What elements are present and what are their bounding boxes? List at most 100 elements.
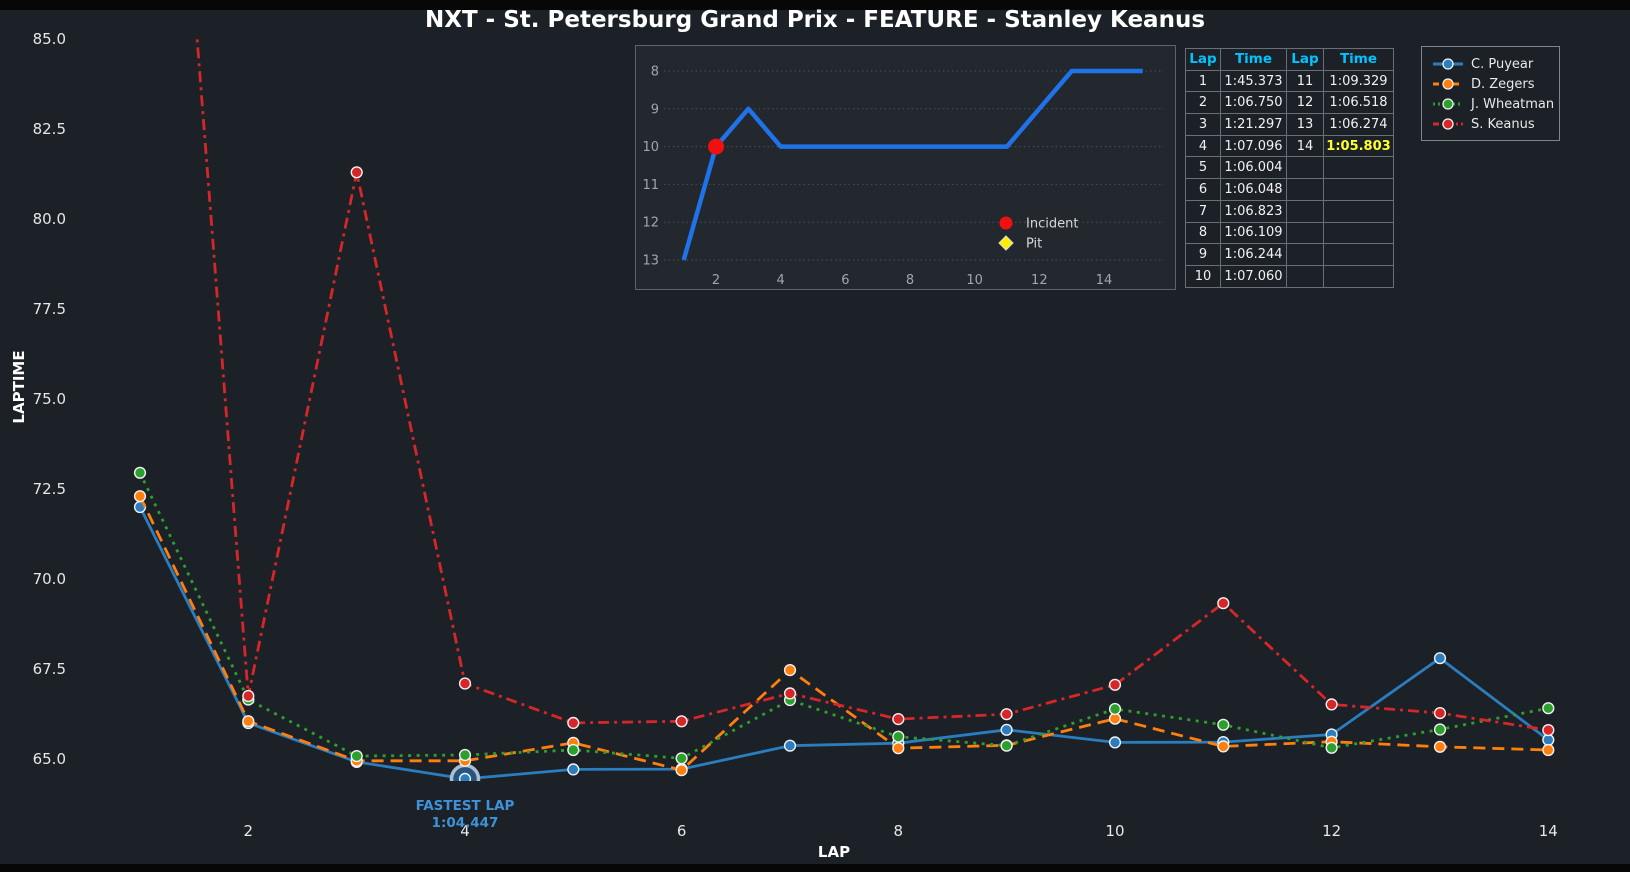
lap-number-cell: 12 — [1286, 91, 1324, 115]
data-point — [1000, 723, 1013, 736]
lap-time-cell: 1:06.750 — [1220, 91, 1287, 115]
y-tick-label: 72.5 — [32, 480, 66, 498]
inset-legend-label: Incident — [1026, 217, 1078, 232]
lap-number-cell: 2 — [1185, 91, 1221, 115]
data-point — [1433, 723, 1447, 736]
table-row: 9 1:06.244 — [1185, 243, 1394, 266]
inset-y-tick-label: 12 — [642, 216, 659, 231]
data-point — [1542, 723, 1555, 737]
legend-label: D. Zegers — [1471, 76, 1535, 92]
y-tick-label: 70.0 — [32, 570, 66, 588]
inset-x-tick-label: 2 — [712, 273, 720, 288]
lap-time-cell: 1:21.297 — [1220, 113, 1287, 136]
data-point — [675, 752, 688, 765]
lap-number-cell — [1286, 156, 1324, 180]
inset-y-tick-label: 8 — [651, 65, 659, 80]
inset-x-tick-label: 12 — [1031, 273, 1048, 288]
y-tick-label: 75.0 — [32, 390, 66, 408]
y-tick-label: 65.0 — [32, 750, 66, 768]
lap-time-cell: 1:07.060 — [1220, 264, 1287, 288]
y-tick-label: 77.5 — [32, 300, 66, 318]
lap-time-cell: 1:06.048 — [1220, 178, 1287, 201]
data-point — [1108, 678, 1122, 691]
lap-number-cell: 7 — [1185, 199, 1221, 223]
lap-time-cell: 1:06.518 — [1323, 91, 1394, 115]
table-row: 8 1:06.109 — [1185, 221, 1394, 245]
x-tick-label: 6 — [676, 822, 687, 840]
y-tick-label: 80.0 — [32, 210, 66, 228]
lap-time-cell: 1:06.109 — [1220, 221, 1287, 245]
lap-time-cell: 1:05.803 — [1323, 134, 1394, 158]
data-point — [1325, 698, 1338, 711]
lap-number-cell: 13 — [1286, 113, 1324, 136]
data-point — [350, 749, 363, 763]
table-row: 5 1:06.004 — [1185, 156, 1394, 180]
lap-number-cell: 14 — [1286, 134, 1324, 158]
legend-item-d-zegers: D. Zegers — [1432, 74, 1559, 94]
x-tick-label: 8 — [893, 822, 904, 840]
data-point — [458, 772, 472, 781]
lap-time-cell: 1:06.274 — [1323, 113, 1394, 136]
data-point — [675, 715, 688, 728]
data-point — [458, 748, 472, 762]
legend-label: C. Puyear — [1471, 56, 1534, 72]
lap-time-table: Lap Time Lap Time 1 1:45.373 11 1:09.329 2 1:06.… — [1185, 48, 1394, 288]
table-row: 6 1:06.048 — [1185, 178, 1394, 201]
table-row: 4 1:07.096 14 1:05.803 — [1185, 134, 1394, 158]
inset-y-tick-label: 11 — [642, 178, 659, 193]
lap-time-cell — [1323, 243, 1394, 266]
legend-item-j-wheatman: J. Wheatman — [1432, 94, 1559, 114]
lap-number-cell: 8 — [1185, 221, 1221, 245]
driver-legend: C. Puyear D. Zegers J. Wheatman S. Keanus — [1421, 46, 1560, 141]
table-row: 10 1:07.060 — [1185, 264, 1394, 288]
data-point — [1000, 708, 1013, 721]
plot-area — [133, 36, 1555, 781]
data-point — [783, 739, 797, 752]
series-line-j-wheatman — [138, 472, 1549, 760]
x-tick-label: 2 — [243, 822, 254, 840]
lap-number-cell: 6 — [1185, 178, 1221, 201]
x-tick-label: 4 — [460, 822, 470, 840]
bottom-black-bar — [0, 864, 1630, 872]
lap-time-cell: 1:07.096 — [1220, 134, 1287, 158]
inset-x-tick-label: 6 — [841, 273, 849, 288]
data-point — [1325, 741, 1338, 754]
table-header-cell: Lap — [1286, 48, 1324, 71]
legend-label: J. Wheatman — [1471, 96, 1555, 112]
legend-item-c-puyear: C. Puyear — [1432, 54, 1559, 74]
lap-time-cell: 1:09.329 — [1323, 69, 1394, 93]
data-point — [567, 763, 580, 776]
pit-legend-icon — [998, 235, 1014, 251]
lap-number-cell: 3 — [1185, 113, 1221, 136]
data-point — [783, 687, 797, 700]
position-line — [681, 68, 1143, 261]
table-row: 7 1:06.823 — [1185, 199, 1394, 223]
lap-number-cell — [1286, 221, 1324, 245]
data-point — [1217, 718, 1230, 731]
lap-number-cell: 4 — [1185, 134, 1221, 158]
lap-time-cell: 1:06.823 — [1220, 199, 1287, 223]
inset-x-tick-label: 8 — [906, 273, 914, 288]
lap-number-cell — [1286, 178, 1324, 201]
table-header-cell: Time — [1220, 48, 1287, 71]
table-header-cell: Time — [1323, 48, 1394, 71]
lap-number-cell: 10 — [1185, 264, 1221, 288]
data-point — [242, 689, 255, 703]
lap-number-cell — [1286, 199, 1324, 223]
inset-y-tick-label: 13 — [642, 254, 659, 269]
lap-table-body: 1 1:45.373 11 1:09.329 2 1:06.750 12 1:06.518 3 1… — [1185, 69, 1394, 288]
legend-label: S. Keanus — [1471, 116, 1535, 132]
data-point — [1433, 706, 1447, 720]
lap-time-cell — [1323, 199, 1394, 223]
y-axis-label: LAPTIME — [10, 350, 28, 424]
data-point — [1217, 740, 1230, 753]
data-point — [242, 715, 255, 728]
data-point — [350, 166, 363, 179]
series-line-d-zegers — [138, 495, 1549, 772]
data-point — [133, 490, 147, 503]
data-point — [1217, 597, 1230, 610]
data-point — [1542, 702, 1555, 715]
legend-line-sample — [1433, 58, 1463, 70]
data-point — [892, 730, 905, 743]
data-point — [133, 466, 147, 479]
